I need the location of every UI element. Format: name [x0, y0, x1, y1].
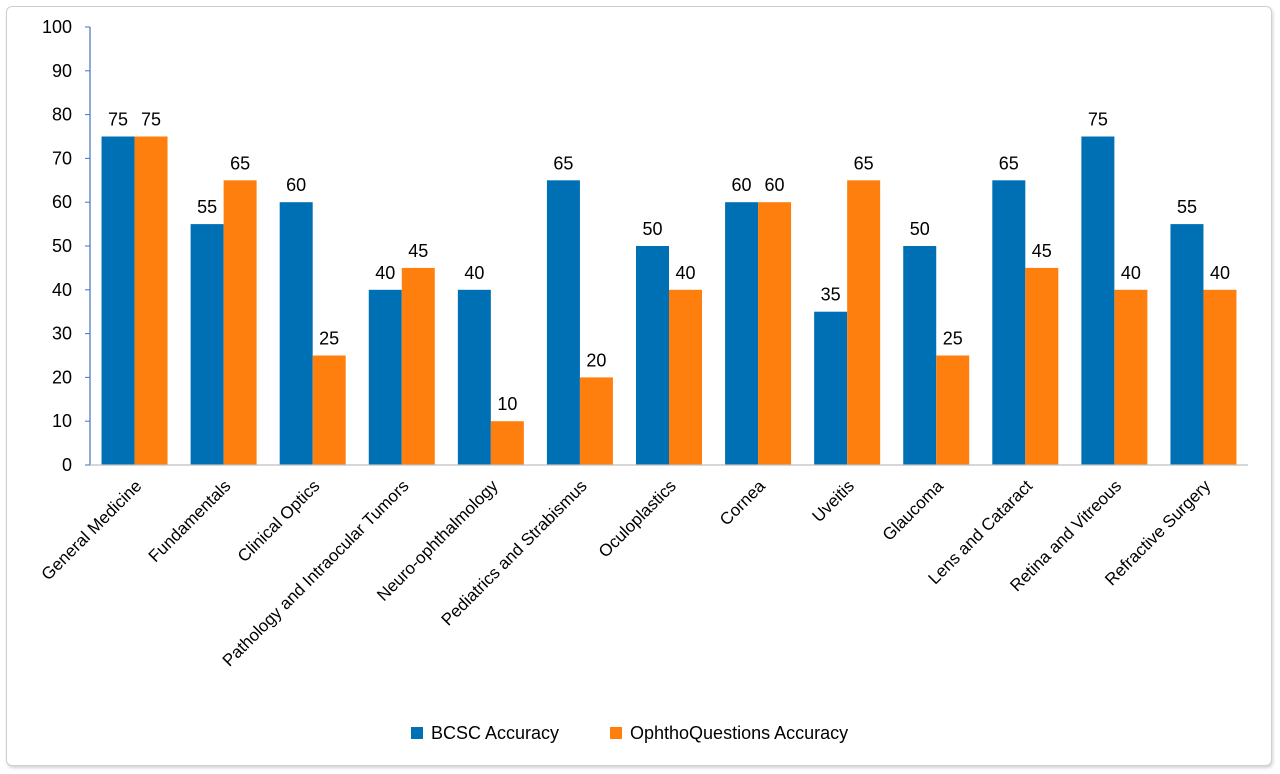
bar-ophthoquestions-12 [1203, 289, 1237, 465]
bar-ophthoquestions-5 [579, 377, 613, 465]
category-label-7: Cornea [716, 476, 769, 529]
data-label-ophthoquestions-1: 65 [230, 153, 250, 173]
data-label-bcsc-9: 50 [910, 219, 930, 239]
data-label-ophthoquestions-6: 40 [675, 263, 695, 283]
legend-label-bcsc: BCSC Accuracy [431, 723, 559, 743]
category-label-5: Pediatrics and Strabismus [438, 476, 591, 629]
data-label-bcsc-11: 75 [1088, 110, 1108, 130]
bar-ophthoquestions-11 [1114, 289, 1148, 465]
data-label-bcsc-0: 75 [108, 110, 128, 130]
data-label-ophthoquestions-7: 60 [765, 175, 785, 195]
y-tick-label-90: 90 [52, 61, 72, 81]
bar-ophthoquestions-7 [758, 202, 792, 465]
data-label-bcsc-10: 65 [999, 153, 1019, 173]
bar-bcsc-12 [1170, 224, 1204, 465]
legend-swatch-ophthoquestions [610, 727, 622, 739]
bar-ophthoquestions-8 [847, 180, 881, 466]
data-label-bcsc-5: 65 [553, 153, 573, 173]
bar-ophthoquestions-9 [936, 355, 970, 465]
legend: BCSC Accuracy OphthoQuestions Accuracy [411, 723, 848, 743]
bar-ophthoquestions-10 [1025, 267, 1059, 465]
y-tick-label-80: 80 [52, 105, 72, 125]
bar-bcsc-2 [279, 202, 313, 465]
data-label-ophthoquestions-10: 45 [1032, 241, 1052, 261]
bar-ophthoquestions-1 [223, 180, 257, 466]
bar-ophthoquestions-2 [312, 355, 346, 465]
data-label-bcsc-12: 55 [1177, 197, 1197, 217]
bar-bcsc-5 [546, 180, 580, 466]
data-label-ophthoquestions-2: 25 [319, 329, 339, 349]
y-tick-label-20: 20 [52, 367, 72, 387]
bar-bcsc-4 [457, 289, 491, 465]
bar-bcsc-8 [814, 311, 848, 465]
data-label-ophthoquestions-5: 20 [586, 350, 606, 370]
y-tick-label-100: 100 [42, 17, 72, 37]
category-label-1: Fundamentals [145, 476, 235, 566]
data-label-ophthoquestions-9: 25 [943, 329, 963, 349]
y-tick-label-10: 10 [52, 411, 72, 431]
legend-swatch-bcsc [411, 727, 423, 739]
data-labels: 75 75 55 65 60 25 40 45 40 10 65 20 50 40 60 60 35 65 50 25… [108, 110, 1230, 415]
y-tick-label-40: 40 [52, 280, 72, 300]
data-label-bcsc-8: 35 [821, 285, 841, 305]
bar-ophthoquestions-6 [669, 289, 702, 465]
y-tick-label-50: 50 [52, 236, 72, 256]
y-tick-label-30: 30 [52, 324, 72, 344]
category-label-2: Clinical Optics [234, 476, 324, 566]
data-label-ophthoquestions-4: 10 [497, 394, 517, 414]
legend-label-ophthoquestions: OphthoQuestions Accuracy [630, 723, 848, 743]
data-label-bcsc-6: 50 [642, 219, 662, 239]
category-label-9: Glaucoma [879, 476, 948, 545]
bars [101, 136, 1237, 466]
data-label-ophthoquestions-11: 40 [1121, 263, 1141, 283]
bar-ophthoquestions-3 [401, 267, 435, 465]
bar-ophthoquestions-0 [134, 136, 168, 465]
data-label-bcsc-1: 55 [197, 197, 217, 217]
y-tick-label-0: 0 [62, 455, 72, 475]
bar-bcsc-10 [992, 180, 1026, 466]
data-label-bcsc-7: 60 [732, 175, 752, 195]
bar-bcsc-0 [101, 136, 135, 465]
data-label-ophthoquestions-12: 40 [1210, 263, 1230, 283]
data-label-ophthoquestions-3: 45 [408, 241, 428, 261]
axes [89, 27, 1248, 466]
category-label-8: Uveitis [808, 476, 858, 526]
data-label-ophthoquestions-8: 65 [854, 153, 874, 173]
data-label-bcsc-3: 40 [375, 263, 395, 283]
bar-bcsc-11 [1081, 136, 1115, 465]
data-label-ophthoquestions-0: 75 [141, 110, 161, 130]
bar-bcsc-1 [190, 224, 224, 465]
data-label-bcsc-4: 40 [464, 263, 484, 283]
y-tick-label-60: 60 [52, 192, 72, 212]
category-label-3: Pathology and Intraocular Tumors [219, 476, 413, 670]
category-label-6: Oculoplastics [595, 476, 680, 561]
bar-ophthoquestions-4 [490, 421, 524, 465]
bar-bcsc-7 [725, 202, 759, 465]
data-label-bcsc-2: 60 [286, 175, 306, 195]
y-axis-ticks: 0 10 20 30 40 50 60 70 80 90 100 [42, 17, 90, 475]
bar-bcsc-3 [368, 289, 402, 465]
y-tick-label-70: 70 [52, 148, 72, 168]
category-label-0: General Medicine [38, 476, 146, 584]
bar-bcsc-6 [636, 246, 669, 465]
bar-bcsc-9 [903, 246, 937, 465]
category-labels: General Medicine Fundamentals Clinical Opt… [38, 476, 1215, 670]
